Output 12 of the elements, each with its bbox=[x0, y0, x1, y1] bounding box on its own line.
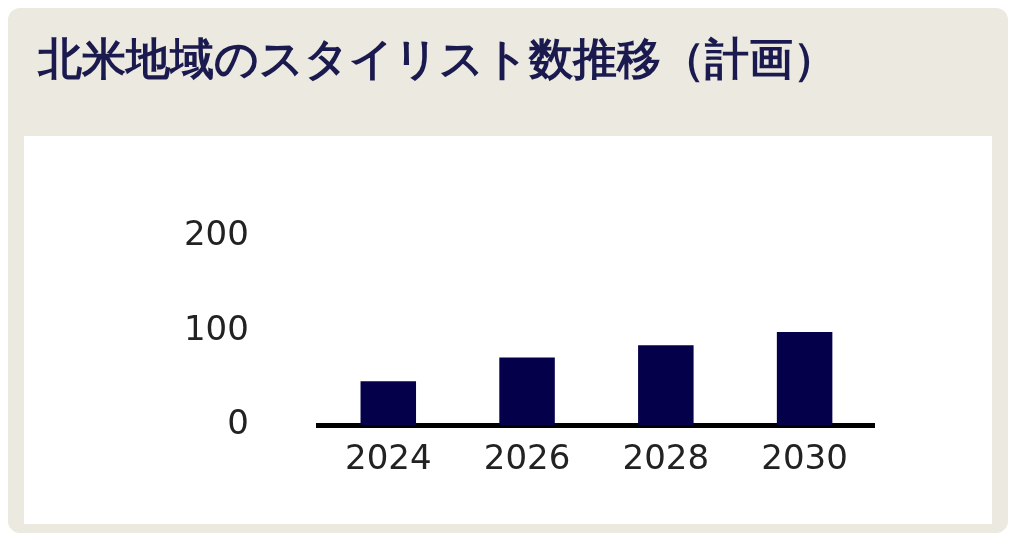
bar bbox=[776, 331, 833, 426]
x-tick-label: 2024 bbox=[345, 436, 432, 477]
x-tick-label: 2028 bbox=[622, 436, 710, 477]
x-tick-label: 2030 bbox=[761, 436, 848, 477]
x-tick-label: 2026 bbox=[483, 436, 571, 477]
bar bbox=[638, 345, 694, 426]
bar bbox=[360, 381, 417, 426]
chart-title: 北米地域のスタイリスト数推移（計画） bbox=[38, 32, 837, 86]
y-tick-label: 100 bbox=[183, 307, 249, 348]
y-tick-label: 0 bbox=[227, 402, 249, 443]
bar bbox=[499, 357, 555, 426]
y-tick-label: 200 bbox=[183, 213, 249, 254]
